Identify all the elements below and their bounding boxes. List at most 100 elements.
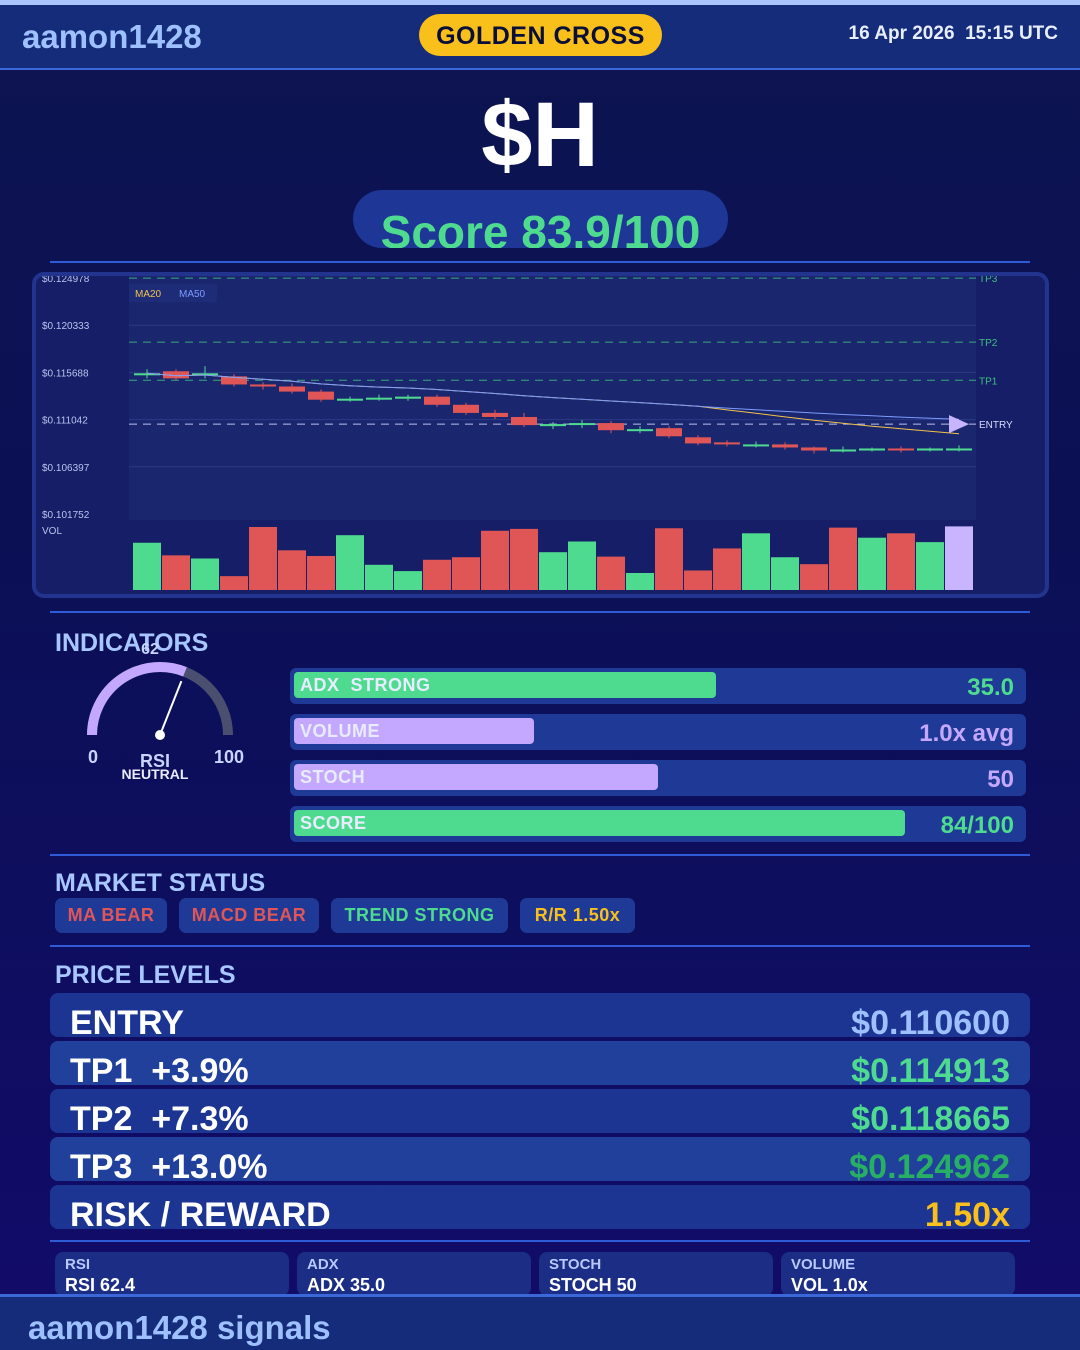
adx-bar-value: 35.0 (967, 674, 1014, 701)
brand-name: aamon1428 (22, 18, 202, 55)
volume-bar (945, 526, 973, 590)
y-tick-label: $0.111042 (42, 416, 88, 427)
rsi-gauge-value: 62 (141, 641, 159, 658)
level-row-risk-reward: RISK / REWARD 1.50x (50, 1185, 1030, 1229)
level-label: RISK / REWARD (70, 1196, 331, 1229)
adx-bar-fill (294, 672, 716, 698)
score-bar-value: 84/100 (940, 812, 1014, 839)
rsi-gauge-state: NEUTRAL (121, 766, 189, 782)
header-bar: aamon1428 GOLDEN CROSS 16 Apr 2026 15:15… (0, 5, 1080, 70)
volume-bar (249, 527, 277, 590)
volume-bar (365, 564, 393, 590)
legend-ma50: MA50 (179, 289, 206, 300)
candle-body (714, 442, 740, 445)
volume-bar (829, 527, 857, 590)
rsi-gauge-max: 100 (214, 747, 245, 767)
market-status-title: MARKET STATUS (55, 869, 266, 897)
level-value: $0.114913 (851, 1052, 1010, 1085)
timestamp: 16 Apr 2026 15:15 UTC (848, 23, 1058, 44)
summary-value: STOCH 50 (549, 1275, 637, 1295)
adx-bar-label: ADX STRONG (300, 675, 431, 695)
rsi-gauge-hub (155, 730, 165, 740)
rsi-gauge-label: RSI (139, 751, 170, 771)
volume-bar (133, 542, 161, 590)
summary-key: ADX (307, 1256, 339, 1273)
volume-bar (539, 552, 567, 590)
y-tick-label: $0.115688 (42, 368, 89, 379)
candle-body (569, 423, 595, 426)
candle-body (801, 447, 827, 451)
candle-body (946, 448, 972, 451)
candle-body (337, 398, 363, 401)
candle-body (366, 397, 392, 400)
y-tick-label: $0.120333 (42, 321, 90, 332)
summary-key: STOCH (549, 1256, 602, 1273)
candle-body (830, 449, 856, 452)
volume-bar (684, 570, 712, 590)
summary-value: ADX 35.0 (307, 1275, 386, 1295)
volume-bar (278, 550, 306, 590)
legend-box (129, 284, 217, 302)
score-pill: Score 83.9/100 (353, 190, 728, 248)
ticker-symbol: $H (481, 84, 599, 186)
candle-body (627, 429, 653, 432)
level-value: $0.124962 (849, 1148, 1010, 1181)
summary-value: RSI 62.4 (65, 1275, 136, 1295)
rsi-gauge-fill (87, 662, 187, 736)
footer-bar: aamon1428 signals (0, 1294, 1080, 1350)
volume-bar (191, 558, 219, 590)
stoch-bar: STOCH 50 (290, 760, 1026, 796)
volume-bar (510, 528, 538, 590)
footer-text: aamon1428 signals (28, 1309, 331, 1346)
candle-body (482, 412, 508, 417)
level-label: TP2 +7.3% (70, 1100, 249, 1133)
candle-body (917, 448, 943, 451)
volume-bar (423, 559, 451, 590)
level-tag-tp3: TP3 (979, 276, 998, 285)
volume-bar (858, 537, 886, 590)
candle-body (308, 391, 334, 400)
summary-card-stoch: STOCH STOCH 50 (539, 1252, 773, 1296)
volume-bar (336, 535, 364, 590)
volume-bar (655, 528, 683, 590)
volume-bar (162, 555, 190, 590)
candle-body (511, 416, 537, 426)
rsi-gauge-needle (159, 680, 183, 736)
rsi-gauge (87, 662, 233, 740)
score-bar: SCORE 84/100 (290, 806, 1026, 842)
candle-body (279, 386, 305, 392)
candle-body (395, 396, 421, 399)
divider (50, 1240, 1030, 1242)
level-label: ENTRY (70, 1004, 184, 1037)
score-bar-label: SCORE (300, 813, 367, 833)
level-tag-entry: ENTRY (979, 420, 1013, 431)
candle-body (656, 428, 682, 437)
level-row-entry: ENTRY $0.110600 (50, 993, 1030, 1037)
level-tag-tp1: TP1 (979, 376, 998, 387)
volume-label: VOL (42, 526, 62, 537)
level-value: $0.110600 (851, 1004, 1010, 1037)
volume-bar (597, 556, 625, 590)
price-levels-title: PRICE LEVELS (55, 961, 236, 989)
divider (50, 945, 1030, 947)
stoch-bar-value: 50 (987, 766, 1014, 793)
candle-body (163, 371, 189, 379)
volume-bar (307, 555, 335, 590)
level-row-tp1: TP1 +3.9% $0.114913 (50, 1041, 1030, 1085)
volume-bar (452, 557, 480, 590)
top-accent-line (0, 0, 1080, 5)
signal-badge: GOLDEN CROSS (419, 14, 662, 56)
level-label: TP3 +13.0% (70, 1148, 268, 1181)
volume-bar (800, 564, 828, 590)
price-chart: $0.124978 $0.120333 $0.115688 $0.111042 $0.1… (32, 272, 1049, 598)
rsi-gauge-track (87, 662, 233, 736)
candle-body (743, 444, 769, 447)
status-chip-rr: R/R 1.50x (520, 898, 635, 933)
candle-body (772, 444, 798, 448)
volume-bar (742, 533, 770, 590)
y-tick-label: $0.101752 (42, 510, 90, 521)
candle-body (685, 437, 711, 444)
volume-bar (394, 571, 422, 590)
candle-body (888, 448, 914, 451)
level-label: TP1 +3.9% (70, 1052, 249, 1085)
